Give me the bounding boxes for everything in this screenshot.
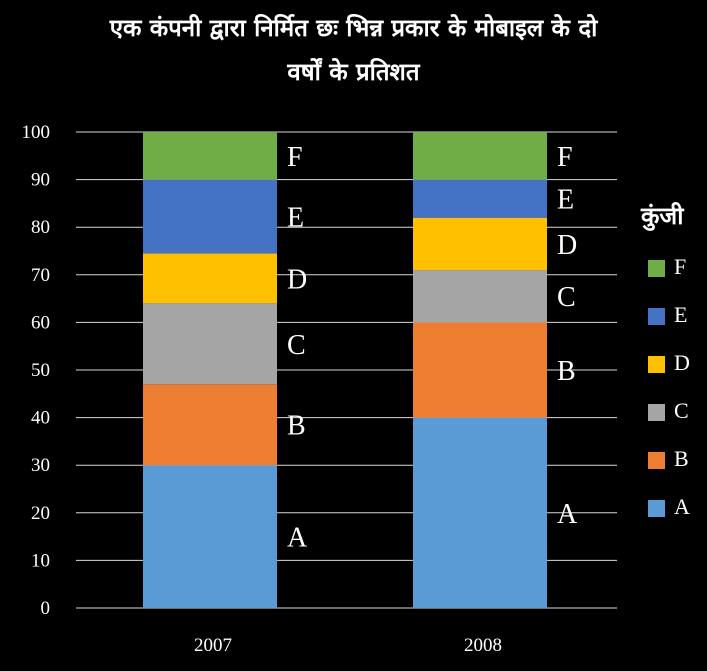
x-tick-label-2007: 2007	[194, 635, 232, 656]
legend-label-c: C	[674, 398, 689, 423]
bar-segment-e-2007	[143, 179, 277, 254]
segment-label-a-2008: A	[557, 499, 578, 530]
y-tick-label: 90	[31, 170, 50, 191]
bar-segment-f-2007	[143, 132, 277, 180]
bar-segment-e-2008	[413, 179, 547, 218]
chart-title-line1: एक कंपनी द्वारा निर्मित छः भिन्न प्रकार …	[109, 14, 598, 42]
segment-label-c-2007: C	[287, 330, 306, 361]
segment-label-e-2007: E	[287, 202, 304, 233]
bar-segment-c-2008	[413, 270, 547, 323]
chart-title-line2: वर्षों के प्रतिशत	[287, 58, 420, 86]
legend-swatch-f	[648, 260, 665, 277]
segment-label-e-2008: E	[557, 185, 574, 216]
bar-segment-b-2007	[143, 384, 277, 466]
y-tick-label: 80	[31, 217, 50, 238]
legend-swatch-d	[648, 356, 665, 373]
x-tick-label-2008: 2008	[464, 635, 502, 656]
segment-label-c-2008: C	[557, 282, 576, 313]
y-tick-label: 10	[31, 550, 50, 571]
y-tick-label: 40	[31, 408, 50, 429]
bar-segment-c-2007	[143, 303, 277, 385]
legend-swatch-c	[648, 404, 665, 421]
legend-swatch-a	[648, 500, 665, 517]
y-tick-label: 20	[31, 503, 50, 524]
bar-segment-d-2008	[413, 217, 547, 271]
legend-label-f: F	[674, 254, 686, 279]
y-tick-label: 0	[41, 598, 51, 619]
bar-segment-a-2007	[143, 465, 277, 608]
bar-segment-f-2008	[413, 132, 547, 180]
bar-segment-d-2007	[143, 253, 277, 304]
segment-label-d-2007: D	[287, 264, 307, 295]
segment-label-a-2007: A	[287, 523, 308, 554]
legend-label-d: D	[674, 350, 690, 375]
y-tick-label: 30	[31, 455, 50, 476]
legend-label-e: E	[674, 302, 687, 327]
legend-swatch-e	[648, 308, 665, 325]
bar-segment-b-2008	[413, 322, 547, 418]
segment-label-b-2007: B	[287, 411, 306, 442]
y-tick-label: 100	[22, 122, 51, 143]
legend-swatch-b	[648, 452, 665, 469]
legend-title: कुंजी	[640, 202, 684, 231]
segment-label-f-2008: F	[557, 142, 573, 173]
legend-label-b: B	[674, 446, 689, 471]
y-tick-label: 50	[31, 360, 50, 381]
bar-segment-a-2008	[413, 417, 547, 608]
y-tick-label: 70	[31, 265, 50, 286]
chart-title: एक कंपनी द्वारा निर्मित छः भिन्न प्रकार …	[0, 6, 707, 94]
y-tick-label: 60	[31, 312, 50, 333]
segment-label-b-2008: B	[557, 356, 576, 387]
segment-label-f-2007: F	[287, 142, 303, 173]
segment-label-d-2008: D	[557, 230, 577, 261]
legend-label-a: A	[674, 494, 690, 519]
